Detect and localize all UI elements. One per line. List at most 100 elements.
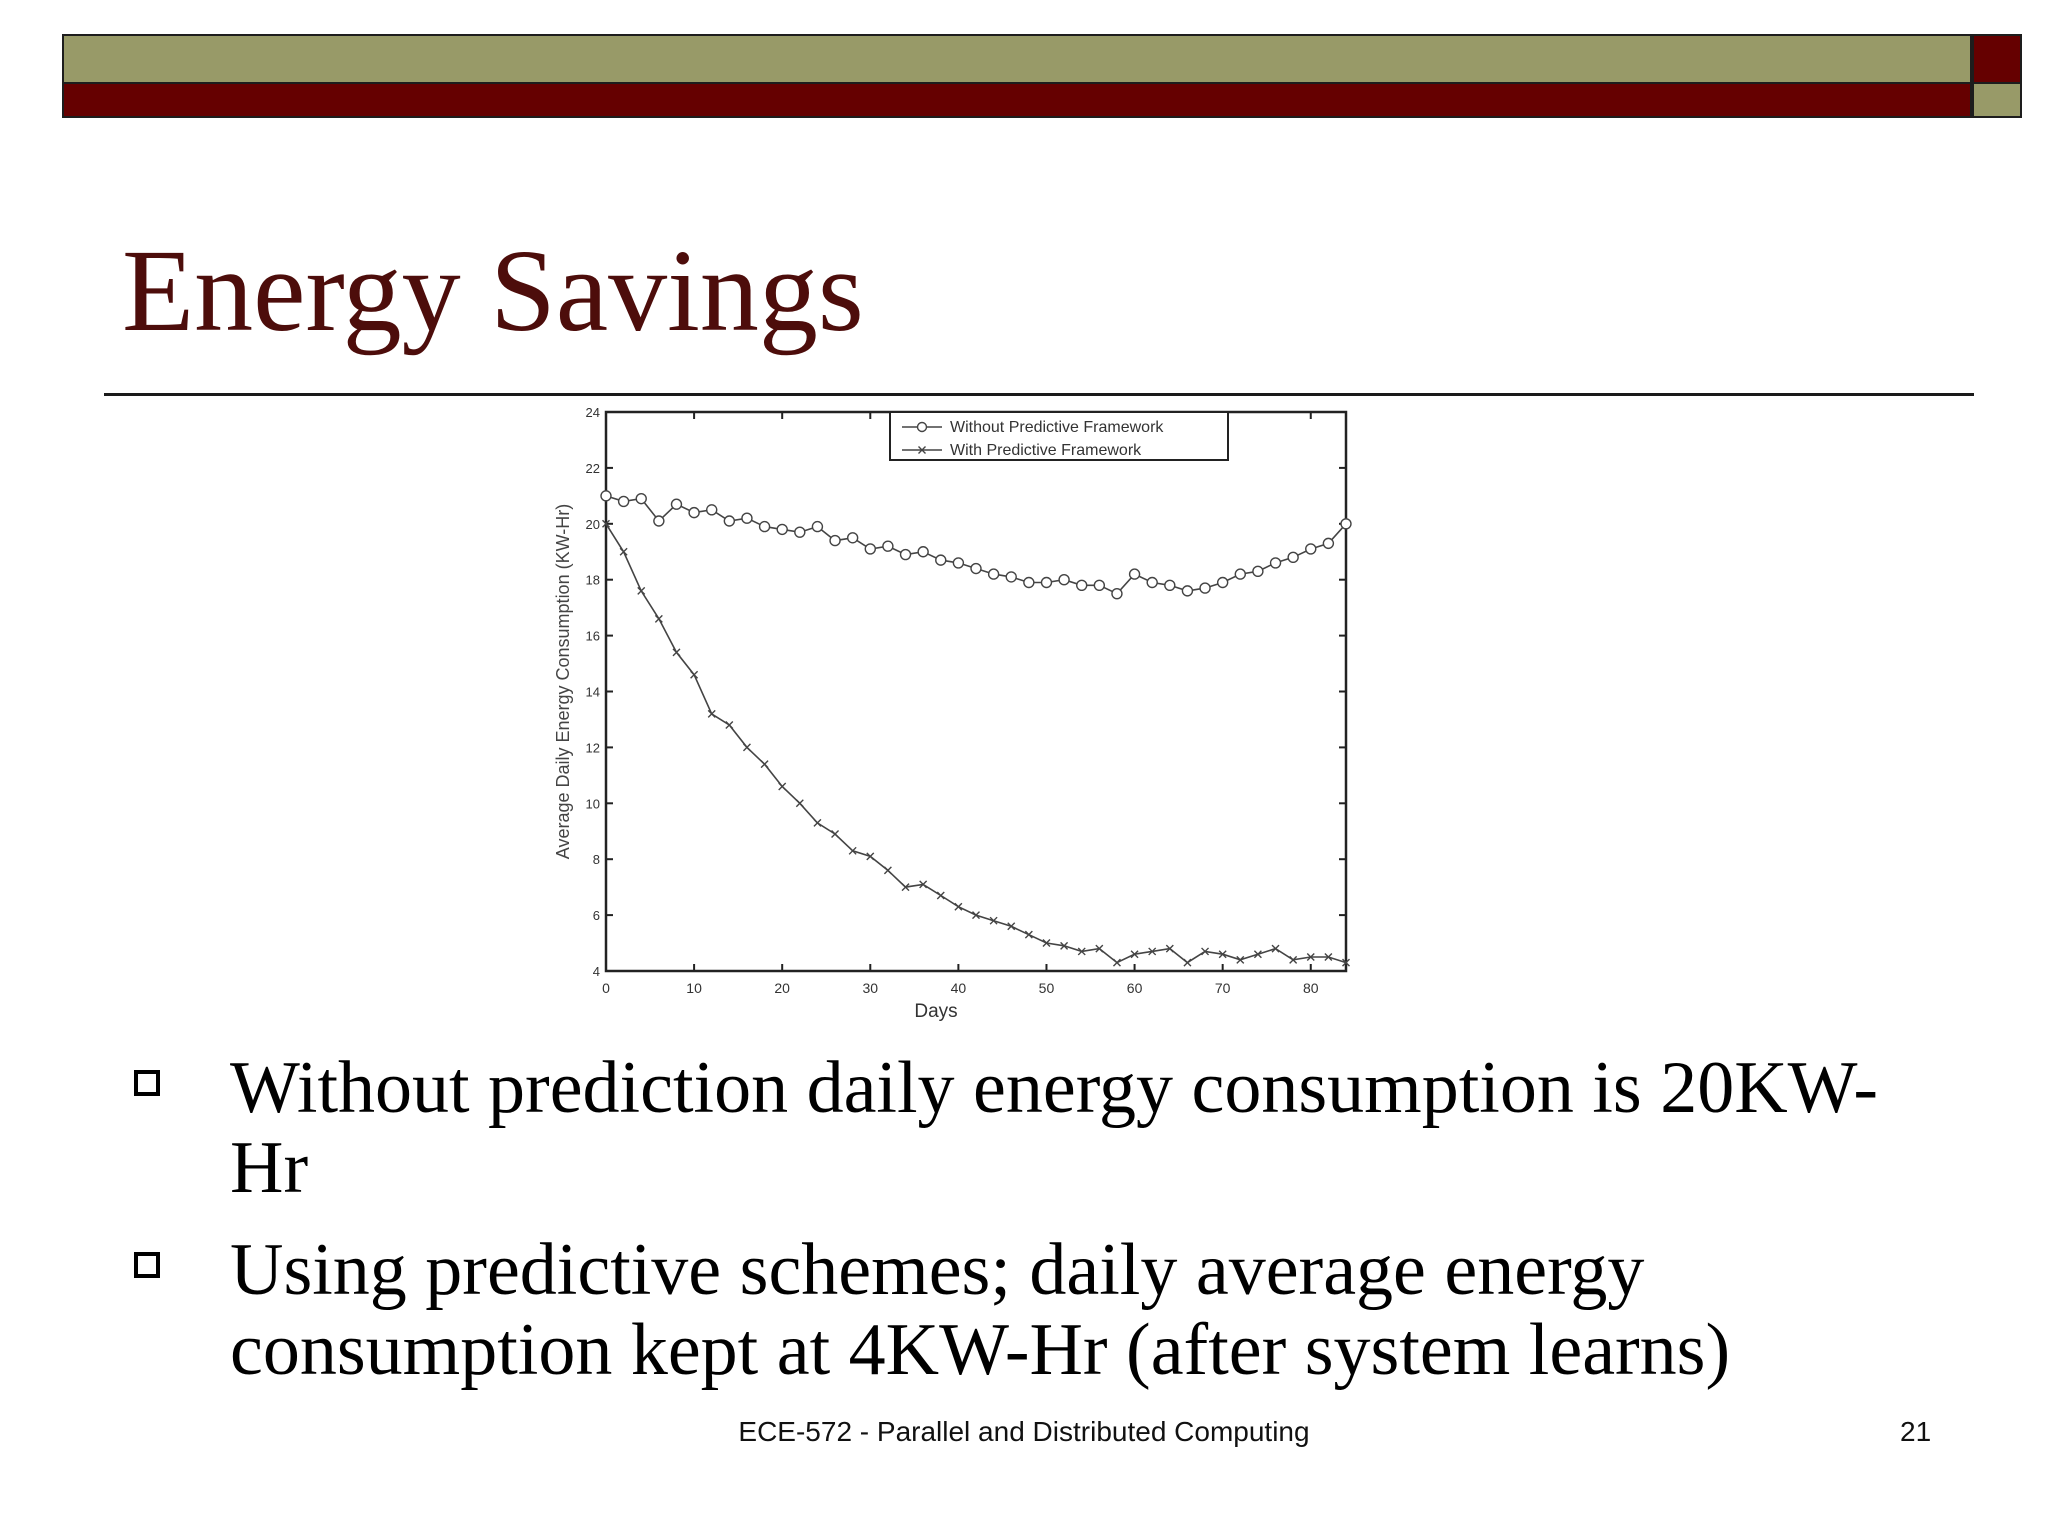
bullet-text: Without prediction daily energy consumpt…	[230, 1047, 1879, 1209]
data-point	[1005, 571, 1017, 583]
y-tick-label: 18	[586, 573, 600, 588]
data-point	[690, 670, 699, 679]
data-point	[635, 492, 647, 505]
x-tick-label: 40	[951, 980, 967, 996]
data-point	[617, 495, 630, 508]
energy-chart: 0 10 20 30 40 50 60 70 80 4 6 8 10 12 14 16 18 20 22 24 Days…	[553, 405, 1352, 1022]
data-point	[1007, 922, 1016, 931]
data-point	[1128, 568, 1141, 580]
data-point	[795, 799, 804, 808]
data-point	[1324, 953, 1333, 962]
bullet-item: Using predictive schemes; daily average …	[128, 1230, 1948, 1390]
data-point	[1130, 950, 1139, 959]
data-point	[1058, 573, 1070, 586]
data-point	[935, 554, 947, 566]
data-point	[1234, 568, 1246, 580]
bullet-item: Without prediction daily energy consumpt…	[128, 1048, 1948, 1208]
x-tick-label: 80	[1303, 980, 1319, 996]
data-point	[813, 818, 822, 827]
data-point	[1040, 576, 1053, 589]
data-point	[1289, 955, 1298, 964]
data-point	[1112, 958, 1121, 967]
data-point	[919, 880, 928, 889]
data-point	[654, 614, 663, 623]
y-tick-label: 22	[586, 461, 600, 476]
data-point	[848, 846, 857, 855]
y-tick-label: 16	[586, 629, 600, 644]
title-divider	[104, 393, 1974, 396]
x-tick-label: 70	[1215, 980, 1231, 996]
header-corner-olive	[1972, 84, 2022, 118]
data-point	[670, 498, 683, 510]
data-point	[1216, 576, 1229, 589]
x-tick-label: 10	[686, 980, 702, 996]
y-tick-label: 6	[593, 908, 600, 923]
y-tick-label: 8	[593, 852, 600, 867]
y-tick-label: 24	[586, 405, 600, 420]
data-point	[1023, 576, 1035, 589]
footer-course: ECE-572 - Parallel and Distributed Compu…	[738, 1416, 1310, 1447]
legend-label: With Predictive Framework	[950, 442, 1142, 459]
x-axis-label: Days	[914, 1001, 957, 1022]
square-bullet-icon	[134, 1252, 160, 1278]
data-point	[776, 523, 788, 536]
data-point	[846, 532, 859, 544]
data-point	[864, 543, 876, 555]
y-tick-label: 12	[586, 740, 600, 755]
data-point	[1146, 576, 1158, 589]
data-point	[811, 520, 824, 533]
data-point	[1093, 579, 1106, 591]
data-point	[954, 902, 963, 911]
data-point	[1060, 941, 1069, 950]
data-point	[831, 830, 840, 839]
data-point	[706, 504, 718, 516]
header-band-maroon	[62, 84, 1972, 118]
data-point	[989, 916, 998, 925]
data-point	[688, 506, 700, 519]
data-point	[1199, 582, 1211, 594]
data-point	[1024, 930, 1033, 939]
square-bullet-icon	[134, 1070, 160, 1096]
data-point	[883, 866, 892, 875]
y-axis-label: Average Daily Energy Consumption (KW-Hr)	[553, 504, 573, 859]
data-point	[741, 512, 753, 524]
slide-title: Energy Savings	[122, 225, 864, 356]
data-point	[1077, 947, 1086, 956]
data-point	[829, 534, 841, 547]
data-point	[778, 782, 787, 791]
data-point	[952, 557, 965, 569]
data-point	[760, 760, 769, 769]
x-tick-label: 20	[774, 980, 790, 996]
data-point	[1164, 579, 1176, 591]
data-point	[725, 721, 734, 730]
data-point	[1201, 947, 1210, 956]
data-point	[1252, 565, 1264, 578]
data-point	[987, 568, 1000, 580]
data-point	[723, 515, 736, 527]
x-tick-label: 0	[602, 980, 610, 996]
data-point	[1183, 958, 1192, 967]
data-point	[619, 547, 628, 556]
data-point	[1042, 939, 1051, 948]
data-point	[917, 546, 929, 558]
page-number: 21	[1900, 1416, 1932, 1447]
header-corner-maroon	[1972, 34, 2022, 84]
y-tick-label: 4	[593, 964, 600, 979]
data-point	[1322, 537, 1335, 550]
data-point	[1218, 950, 1227, 959]
bullet-list: Without prediction daily energy consumpt…	[128, 1048, 1948, 1412]
legend-marker	[916, 421, 928, 433]
y-tick-label: 20	[586, 517, 600, 532]
data-point	[1181, 585, 1194, 597]
x-tick-label: 30	[862, 980, 878, 996]
data-point	[1253, 950, 1262, 959]
data-point	[970, 562, 982, 575]
data-point	[882, 540, 894, 552]
data-point	[899, 548, 912, 561]
legend-label: Without Predictive Framework	[950, 419, 1164, 436]
data-point	[794, 526, 806, 538]
data-point	[1305, 543, 1317, 555]
data-point	[1342, 958, 1350, 967]
data-point	[1306, 953, 1315, 962]
plot-frame	[604, 410, 1348, 973]
